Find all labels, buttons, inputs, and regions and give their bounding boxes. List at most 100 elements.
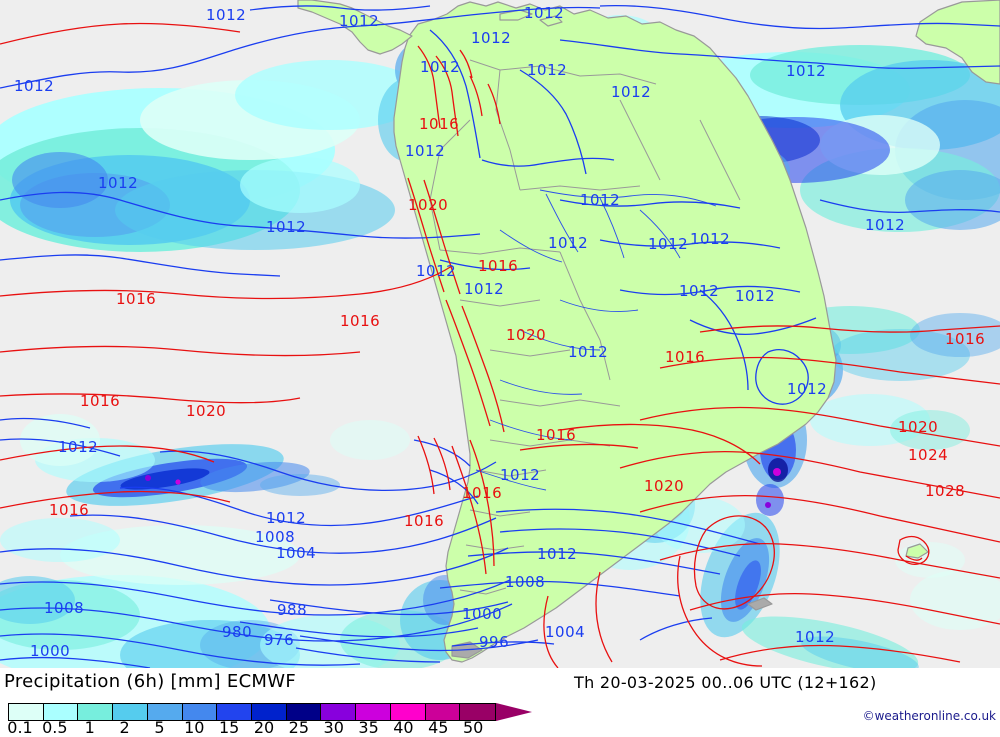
colorbar-swatch <box>147 704 183 720</box>
colorbar-swatch <box>286 704 322 720</box>
isobar-label: 1012 <box>471 29 512 47</box>
isobar-label: 1012 <box>735 287 776 305</box>
isobar-label: 1008 <box>505 573 546 591</box>
isobar-label: 1012 <box>795 628 836 646</box>
isobar-label: 1016 <box>665 348 706 366</box>
colorbar-swatch <box>252 704 287 720</box>
isobar-label: 1012 <box>420 58 461 76</box>
map-footer: Precipitation (6h) [mm] ECMWF Th 20-03-2… <box>0 668 1000 733</box>
isobar-label: 1016 <box>462 484 503 502</box>
border-group <box>429 59 741 595</box>
isobar-label: 1012 <box>537 545 578 563</box>
isobar-label: 1012 <box>405 142 446 160</box>
colorbar-overflow-arrow <box>496 703 532 721</box>
colorbar-tick: 5 <box>154 718 165 737</box>
map-canvas <box>0 0 1000 668</box>
river-network <box>475 189 717 491</box>
colorbar-tick: 45 <box>428 718 449 737</box>
colorbar-tick-labels: 0.1 0.5 1 2 5 10 15 20 25 30 35 40 45 50 <box>0 718 540 737</box>
isobar-label: 1012 <box>690 230 731 248</box>
isobar-label: 1016 <box>536 426 577 444</box>
colorbar-swatch <box>356 704 391 720</box>
isobar-label: 1012 <box>266 509 307 527</box>
isobar-label: 1012 <box>568 343 609 361</box>
isobar-label: 1024 <box>908 446 949 464</box>
colorbar-tick: 30 <box>323 718 344 737</box>
isobar-label: 1016 <box>478 257 519 275</box>
isobar-label: 1028 <box>925 482 966 500</box>
isobar-label: 1004 <box>545 623 586 641</box>
copyright-label: ©weatheronline.co.uk <box>862 709 996 723</box>
colorbar-tick: 10 <box>184 718 205 737</box>
isobar-label: 1012 <box>14 77 55 95</box>
isobar-label: 988 <box>277 601 308 619</box>
isobar-label: 1012 <box>464 280 505 298</box>
isobar-label: 1016 <box>116 290 157 308</box>
isobar-label: 1016 <box>49 501 90 519</box>
south-america-landmass <box>393 1 837 663</box>
colorbar-tick: 15 <box>218 718 240 737</box>
isobar-label: 1000 <box>30 642 71 660</box>
isobar-label: 1016 <box>80 392 121 410</box>
isobar-label: 1016 <box>945 330 986 348</box>
colorbar-tick: 2 <box>119 718 130 737</box>
isobar-label: 1012 <box>58 438 99 456</box>
isobar-label: 1012 <box>679 282 720 300</box>
isobar-label: 1004 <box>276 544 317 562</box>
colorbar-swatch <box>182 704 218 720</box>
isobars-low <box>0 4 1000 668</box>
isobar-label: 1000 <box>462 605 503 623</box>
colorbar-swatch <box>113 704 148 720</box>
isobar-label: 976 <box>264 631 295 649</box>
isobar-label: 1012 <box>611 83 652 101</box>
central-america-landmass <box>297 0 413 55</box>
isobar-label: 1020 <box>506 326 547 344</box>
isobar-label: 1008 <box>255 528 296 546</box>
colorbar-swatch <box>460 704 496 720</box>
colorbar-swatch <box>9 704 44 720</box>
isobar-label: 1016 <box>419 115 460 133</box>
isobar-label: 1016 <box>340 312 381 330</box>
colorbar-swatch <box>321 704 357 720</box>
africa-landmass <box>915 0 1000 85</box>
isobar-label: 980 <box>222 623 253 641</box>
isobar-label: 1020 <box>186 402 227 420</box>
colorbar-tick: 0.5 <box>42 718 68 737</box>
colorbar-tick: 25 <box>288 718 310 737</box>
colorbar-tick: 35 <box>358 718 379 737</box>
isobar-label: 1012 <box>648 235 689 253</box>
island-hispaniola <box>539 15 563 27</box>
isobar-label: 1020 <box>644 477 685 495</box>
colorbar-swatch <box>43 704 79 720</box>
colorbar-swatch <box>390 704 426 720</box>
isobars-high <box>0 22 1000 668</box>
isobar-label: 1008 <box>44 599 85 617</box>
precipitation-colorbar[interactable] <box>8 703 496 721</box>
colorbar-tick: 20 <box>253 718 275 737</box>
colorbar-tick: 40 <box>393 718 414 737</box>
colorbar-tick: 50 <box>462 718 484 737</box>
isobar-label: 1012 <box>527 61 568 79</box>
isobar-label: 1012 <box>98 174 139 192</box>
isobar-label: 1020 <box>898 418 939 436</box>
run-datetime-label: Th 20-03-2025 00..06 UTC (12+162) <box>574 673 877 692</box>
colorbar-tick: 0.1 <box>7 718 33 737</box>
isobar-label: 1012 <box>787 380 828 398</box>
isobar-label: 1012 <box>416 262 457 280</box>
falkland-islands <box>905 543 929 559</box>
south-georgia <box>747 597 773 611</box>
isobar-label: 1012 <box>266 218 307 236</box>
isobar-label: 1012 <box>206 6 247 24</box>
colorbar-swatch <box>425 704 461 720</box>
colorbar-tick: 1 <box>84 718 95 737</box>
isobar-label: 1012 <box>580 191 621 209</box>
isobar-label: 1020 <box>408 196 449 214</box>
isobar-label: 1012 <box>865 216 906 234</box>
precipitation-map[interactable]: 1012 1012 1012 1012 1012 1012 1012 1012 1016 1012… <box>0 0 1000 668</box>
legend-title: Precipitation (6h) [mm] ECMWF <box>4 671 297 692</box>
isobar-label: 1012 <box>339 12 380 30</box>
isobar-label: 996 <box>479 633 510 651</box>
isobar-label: 1016 <box>404 512 445 530</box>
isobar-label: 1012 <box>786 62 827 80</box>
